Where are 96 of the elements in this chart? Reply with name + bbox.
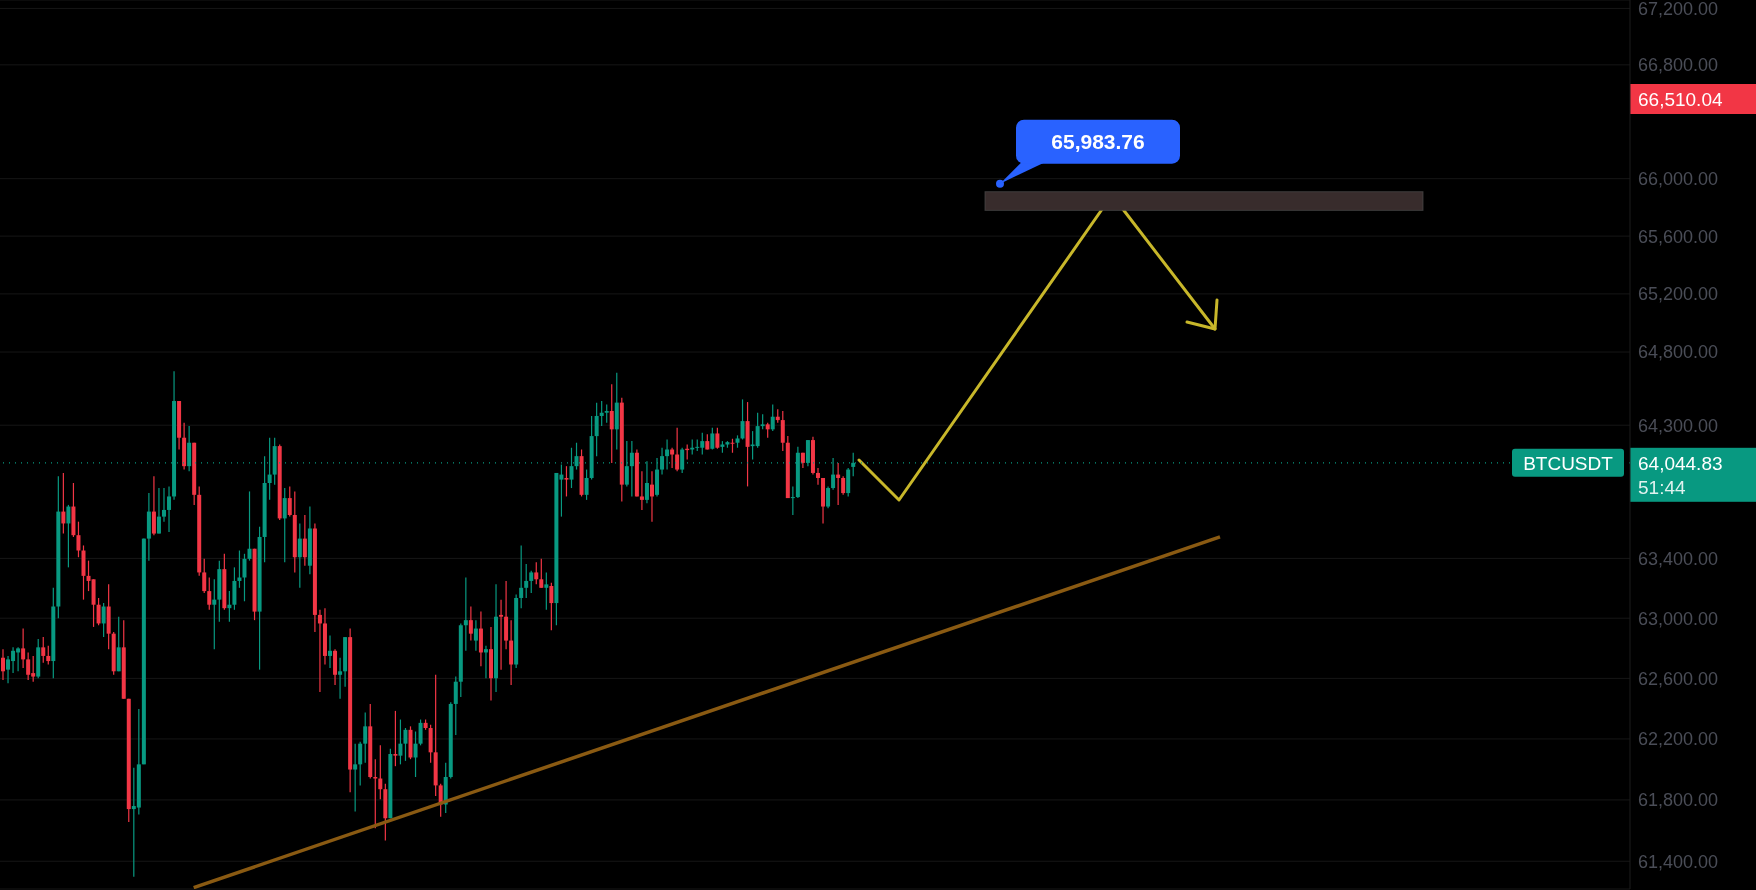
candlestick <box>358 741 363 786</box>
candlestick <box>373 758 378 829</box>
text: 64,044.83 <box>1638 452 1723 474</box>
candlestick <box>468 605 473 642</box>
candlestick <box>529 570 534 594</box>
y-tick-label: 64,300.00 <box>1638 415 1719 436</box>
candlestick <box>609 383 614 464</box>
candlestick <box>61 472 66 535</box>
candlestick <box>41 636 46 664</box>
candlestick <box>26 651 31 681</box>
candlestick <box>156 487 161 535</box>
candlestick <box>544 571 549 611</box>
candlestick <box>504 580 509 650</box>
candlestick <box>353 743 358 812</box>
y-tick-label: 61,400.00 <box>1638 851 1719 872</box>
candlestick <box>317 609 322 693</box>
candlestick <box>232 566 237 611</box>
candlestick <box>363 711 368 764</box>
candlestick <box>21 627 26 669</box>
candlestick <box>297 522 302 589</box>
candlestick <box>287 485 292 518</box>
candlestick <box>534 561 539 585</box>
candlestick <box>509 619 514 686</box>
text: 66,510.04 <box>1638 89 1723 110</box>
y-tick-label: 63,000.00 <box>1638 608 1719 629</box>
y-tick-label: 66,000.00 <box>1638 169 1719 190</box>
candlestick <box>594 402 599 457</box>
candlestick <box>524 563 529 599</box>
candlestick <box>790 485 795 516</box>
candlestick <box>584 468 589 501</box>
candlestick <box>675 427 680 472</box>
y-tick-label: 62,200.00 <box>1638 729 1719 750</box>
candlestick <box>418 718 423 746</box>
candlestick <box>207 576 212 611</box>
candlestick <box>282 487 287 563</box>
candlestick <box>116 616 121 672</box>
y-tick-label: 67,200.00 <box>1638 0 1719 19</box>
text: 51:44 <box>1638 476 1686 498</box>
candlestick <box>755 412 760 449</box>
y-tick-label: 63,400.00 <box>1638 548 1719 569</box>
candlestick <box>649 470 654 523</box>
candlestick <box>710 427 715 451</box>
candlestick <box>403 727 408 762</box>
candlestick <box>826 485 831 509</box>
candlestick <box>770 403 775 432</box>
candlestick <box>549 582 554 631</box>
candlestick <box>604 403 609 424</box>
candlestick <box>846 467 851 498</box>
candlestick <box>202 558 207 594</box>
y-tick-label: 64,800.00 <box>1638 342 1719 363</box>
candlestick <box>499 599 504 671</box>
candlestick <box>167 485 172 533</box>
candlestick <box>478 611 483 667</box>
candlestick <box>780 410 785 452</box>
candlestick <box>66 504 71 568</box>
candlestick <box>639 470 644 511</box>
candlestick <box>398 718 403 765</box>
candlestick <box>816 467 820 486</box>
y-tick-label: 65,600.00 <box>1638 226 1719 247</box>
y-tick-label: 61,800.00 <box>1638 790 1719 811</box>
candlestick <box>212 578 217 650</box>
candlestick <box>46 645 51 666</box>
candlestick <box>338 657 343 700</box>
candlestick <box>413 730 418 778</box>
y-tick-label: 66,800.00 <box>1638 55 1719 76</box>
candlestick <box>519 544 524 609</box>
candlestick <box>161 487 166 523</box>
candlestick <box>483 645 488 679</box>
candlestick <box>670 447 675 469</box>
candlestick <box>539 558 544 589</box>
ref-line-label: BTCUSDT <box>1523 452 1614 474</box>
candlestick <box>333 648 338 686</box>
candlestick <box>393 710 398 767</box>
candlestick <box>715 427 720 450</box>
y-tick-label: 65,200.00 <box>1638 284 1719 305</box>
candlestick <box>6 655 11 684</box>
candlestick <box>328 634 333 669</box>
candlestick <box>101 602 106 638</box>
candlestick <box>1 648 5 681</box>
candlestick <box>151 475 156 536</box>
candlestick <box>247 490 252 562</box>
candlestick <box>378 744 383 800</box>
candlestick <box>76 521 81 558</box>
candlestick <box>242 553 247 602</box>
annotation: 65,983.76 <box>1051 129 1145 153</box>
candlestick <box>841 475 846 496</box>
candlestick <box>564 465 569 498</box>
candlestick <box>453 675 458 736</box>
candlestick <box>463 576 468 652</box>
candlestick <box>740 398 745 441</box>
candlestick <box>96 597 101 626</box>
candlestick <box>599 400 604 427</box>
y-tick-label: 62,600.00 <box>1638 668 1719 689</box>
candlestick <box>473 619 478 652</box>
callout-pin: 65,983.76 <box>996 119 1180 188</box>
candlestick <box>302 514 307 567</box>
